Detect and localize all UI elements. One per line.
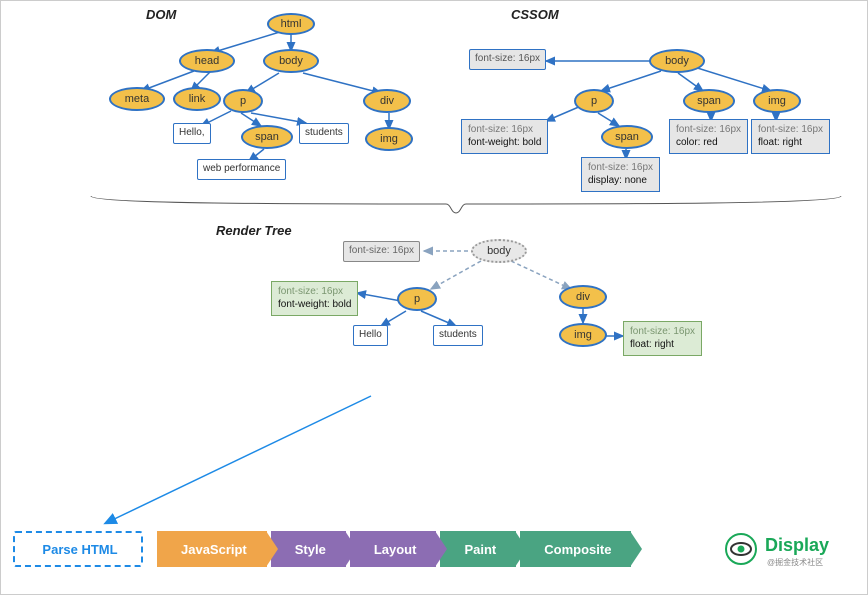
cssom-annot-img: font-size: 16px float: right xyxy=(751,119,830,154)
cssom-span2-disp: display: none xyxy=(588,175,647,186)
cssom-annot-span2: font-size: 16px display: none xyxy=(581,157,660,192)
cssom-p-fw: font-weight: bold xyxy=(468,137,541,148)
dom-node-meta: meta xyxy=(109,87,165,111)
cssom-node-span-inner: span xyxy=(601,125,653,149)
dom-rect-students: students xyxy=(299,123,349,144)
dom-node-head: head xyxy=(179,49,235,73)
render-img-float: float: right xyxy=(630,339,674,350)
dom-node-html: html xyxy=(267,13,315,35)
cssom-p-fs: font-size: 16px xyxy=(468,124,533,135)
render-rect-hello: Hello xyxy=(353,325,388,346)
cssom-annot-root: font-size: 16px xyxy=(469,49,546,70)
cssom-img-fs: font-size: 16px xyxy=(758,124,823,135)
dom-rect-webperf: web performance xyxy=(197,159,286,180)
step-parse-html: Parse HTML xyxy=(13,531,143,567)
step-layout: Layout xyxy=(350,531,437,567)
dom-node-span: span xyxy=(241,125,293,149)
render-annot-p: font-size: 16px font-weight: bold xyxy=(271,281,358,316)
cssom-span-color: color: red xyxy=(676,137,718,148)
cssom-img-float: float: right xyxy=(758,137,802,148)
dom-title: DOM xyxy=(146,7,176,22)
step-composite: Composite xyxy=(520,531,631,567)
step-paint: Paint xyxy=(440,531,516,567)
render-p-fs: font-size: 16px xyxy=(278,286,343,297)
render-annot-img: font-size: 16px float: right xyxy=(623,321,702,356)
eye-icon xyxy=(723,531,759,567)
cssom-node-img: img xyxy=(753,89,801,113)
step-style: Style xyxy=(271,531,346,567)
render-node-p: p xyxy=(397,287,437,311)
display-sublabel: @掘金技术社区 xyxy=(767,557,823,568)
render-title: Render Tree xyxy=(216,223,292,238)
cssom-node-body: body xyxy=(649,49,705,73)
render-annot-root: font-size: 16px xyxy=(343,241,420,262)
render-node-img: img xyxy=(559,323,607,347)
diagram-canvas: DOM CSSOM Render Tree html head body met… xyxy=(0,0,868,595)
render-p-fw: font-weight: bold xyxy=(278,299,351,310)
dom-node-div: div xyxy=(363,89,411,113)
rendering-pipeline: Parse HTML JavaScript Style Layout Paint… xyxy=(13,531,631,567)
dom-node-p: p xyxy=(223,89,263,113)
dom-node-body: body xyxy=(263,49,319,73)
cssom-annot-span: font-size: 16px color: red xyxy=(669,119,748,154)
cssom-node-p: p xyxy=(574,89,614,113)
display-label: Display xyxy=(765,535,829,556)
dom-node-img: img xyxy=(365,127,413,151)
step-javascript: JavaScript xyxy=(157,531,267,567)
render-rect-students: students xyxy=(433,325,483,346)
render-node-div: div xyxy=(559,285,607,309)
dom-rect-hello: Hello, xyxy=(173,123,211,144)
cssom-span2-fs: font-size: 16px xyxy=(588,162,653,173)
cssom-node-span: span xyxy=(683,89,735,113)
dom-node-link: link xyxy=(173,87,221,111)
render-node-body: body xyxy=(471,239,527,263)
cssom-annot-p: font-size: 16px font-weight: bold xyxy=(461,119,548,154)
cssom-span-fs: font-size: 16px xyxy=(676,124,741,135)
cssom-title: CSSOM xyxy=(511,7,559,22)
render-img-fs: font-size: 16px xyxy=(630,326,695,337)
